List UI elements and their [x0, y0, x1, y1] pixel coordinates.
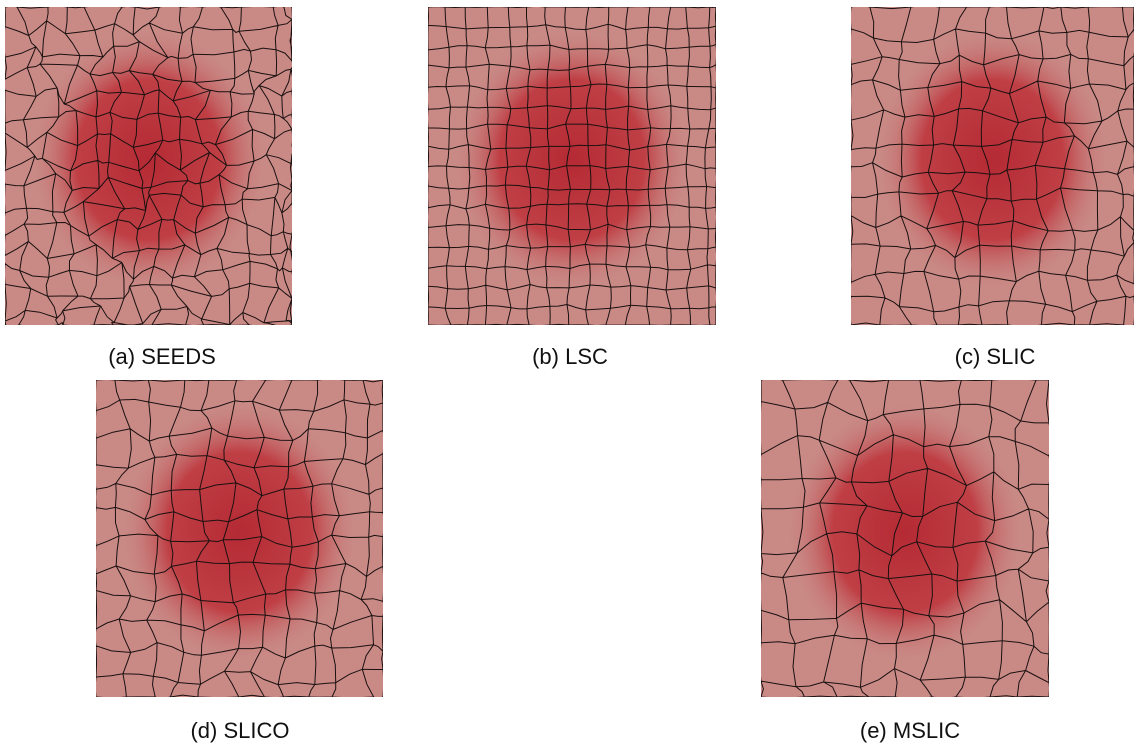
lesion	[96, 380, 383, 697]
caption: (c) SLIC	[845, 344, 1136, 370]
segmentation-image	[428, 7, 716, 325]
segmentation-image	[851, 7, 1134, 325]
caption: (d) SLICO	[90, 718, 390, 744]
segmentation-image	[96, 380, 383, 697]
lesion	[761, 380, 1049, 697]
caption: (a) SEEDS	[12, 344, 312, 370]
caption: (b) LSC	[420, 344, 720, 370]
segmentation-image	[5, 7, 292, 325]
caption: (e) MSLIC	[760, 718, 1060, 744]
figure-page: (a) SEEDS (b) LSC (c) SLIC (d) SLICO (e)…	[0, 0, 1136, 747]
segmentation-image	[761, 380, 1049, 697]
